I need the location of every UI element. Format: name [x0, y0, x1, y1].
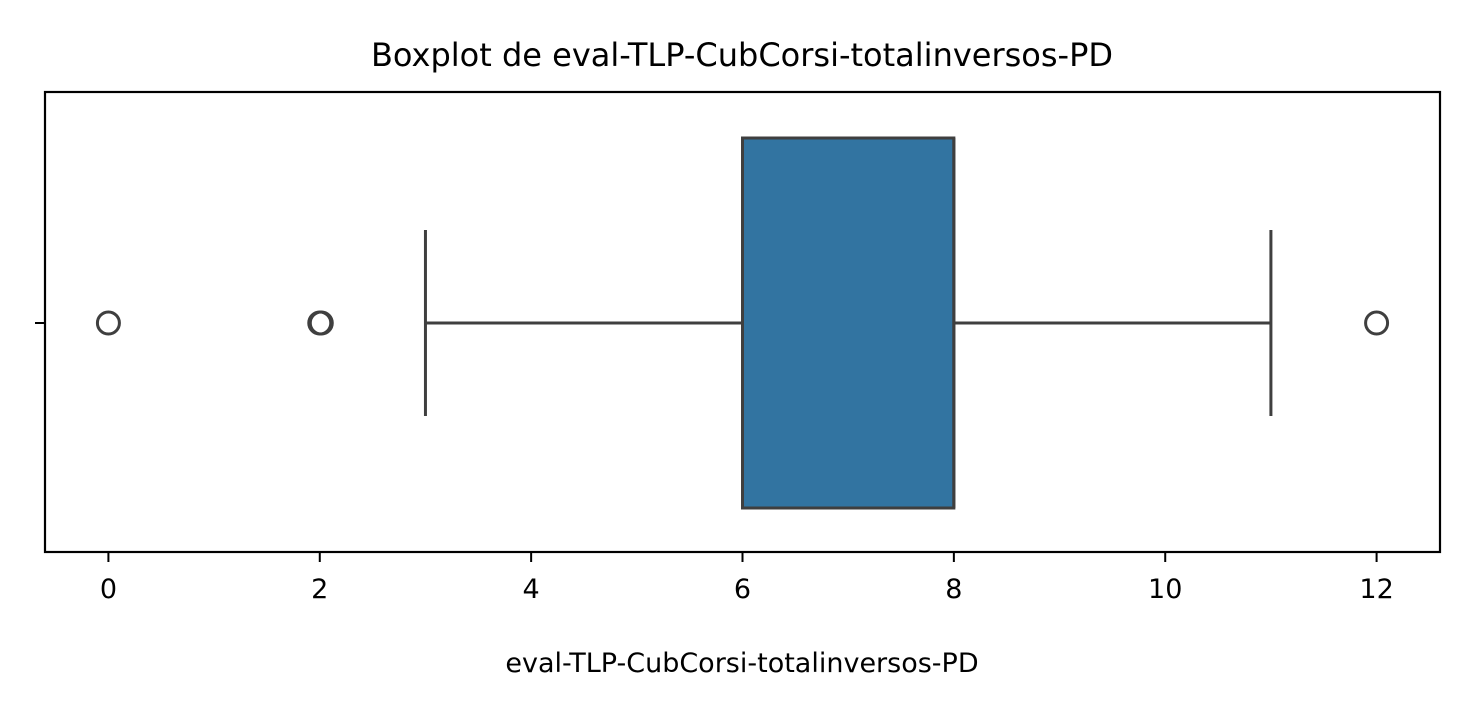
- chart-title: Boxplot de eval-TLP-CubCorsi-totalinvers…: [371, 36, 1113, 74]
- x-axis-label: eval-TLP-CubCorsi-totalinversos-PD: [505, 648, 978, 679]
- x-tick-label-2: 2: [311, 574, 328, 605]
- outlier-point-2: [1364, 310, 1390, 336]
- x-tick-label-4: 4: [523, 574, 540, 605]
- outlier-point-0: [95, 310, 121, 336]
- x-tick-label-12: 12: [1359, 574, 1393, 605]
- x-tick-label-0: 0: [100, 574, 117, 605]
- box-iqr: [741, 136, 956, 510]
- plot-area: 0 2 4 6 8 10 12: [35, 90, 1442, 605]
- x-tick-label-10: 10: [1148, 574, 1182, 605]
- x-tick-label-6: 6: [734, 574, 751, 605]
- outlier-point-overlap: [308, 310, 334, 336]
- x-tick-label-8: 8: [945, 574, 962, 605]
